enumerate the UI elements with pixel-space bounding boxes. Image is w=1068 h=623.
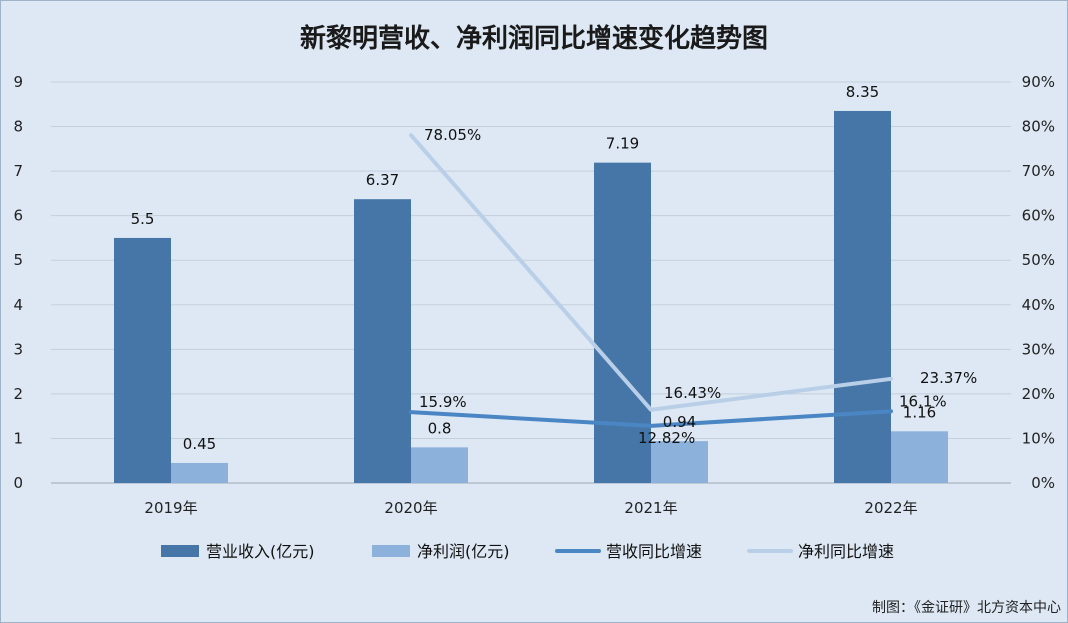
x-axis-ticks: 2019年 2020年 2021年 2022年 <box>144 499 917 517</box>
series-line <box>409 133 893 412</box>
data-labels: 5.5 6.37 7.19 8.35 0.45 0.8 0.94 1.16 15.9% 12.82… <box>131 83 978 453</box>
bar <box>411 447 468 483</box>
bar-data-label: 8.35 <box>846 83 879 101</box>
legend-label: 净利同比增速 <box>798 542 894 561</box>
x-tick-label: 2019年 <box>144 499 197 517</box>
y-right-tick-label: 0% <box>1031 474 1055 492</box>
line-data-label: 16.43% <box>664 384 721 402</box>
x-tick-label: 2022年 <box>864 499 917 517</box>
y-left-tick-label: 6 <box>13 207 23 225</box>
bar <box>354 199 411 484</box>
legend-label: 营业收入(亿元) <box>206 542 315 561</box>
y-right-tick-label: 40% <box>1022 296 1055 314</box>
y-right-tick-label: 50% <box>1022 251 1055 269</box>
y-right-tick-label: 20% <box>1022 385 1055 403</box>
line-data-label: 15.9% <box>419 393 467 411</box>
bar <box>651 441 708 483</box>
bar-data-label: 5.5 <box>131 210 155 228</box>
x-tick-label: 2021年 <box>624 499 677 517</box>
y-left-tick-label: 9 <box>13 73 23 91</box>
bar <box>834 110 891 483</box>
y-right-tick-label: 80% <box>1022 118 1055 136</box>
bar-data-label: 0.45 <box>183 435 216 453</box>
bar <box>171 462 228 483</box>
y-left-tick-label: 8 <box>13 118 23 136</box>
legend-swatch <box>161 545 199 557</box>
line-data-label: 23.37% <box>920 369 977 387</box>
x-tick-label: 2020年 <box>384 499 437 517</box>
legend-label: 净利润(亿元) <box>417 542 510 561</box>
gridlines <box>51 81 1011 484</box>
bar-data-label: 7.19 <box>606 135 639 153</box>
bar-data-label: 0.8 <box>428 419 452 437</box>
legend: 营业收入(亿元) 净利润(亿元) 营收同比增速 净利同比增速 <box>161 542 894 561</box>
series-line <box>409 409 893 428</box>
y-left-tick-label: 5 <box>13 251 23 269</box>
y-left-tick-label: 7 <box>13 162 23 180</box>
y-right-tick-label: 30% <box>1022 340 1055 358</box>
bar-data-label: 6.37 <box>366 171 399 189</box>
legend-label: 营收同比增速 <box>606 542 702 561</box>
left-axis-ticks: 0 1 2 3 4 5 6 7 8 9 <box>13 73 23 492</box>
line-data-label: 78.05% <box>424 126 481 144</box>
y-left-tick-label: 0 <box>13 474 23 492</box>
source-note: 制图：《金证研》北方资本中心 <box>872 600 1061 616</box>
bar <box>891 431 948 483</box>
y-right-tick-label: 70% <box>1022 162 1055 180</box>
y-right-tick-label: 90% <box>1022 73 1055 91</box>
bars <box>114 110 948 484</box>
legend-swatch <box>372 545 410 557</box>
y-right-tick-label: 10% <box>1022 429 1055 447</box>
lines <box>409 133 893 428</box>
right-axis-ticks: 0% 10% 20% 30% 40% 50% 60% 70% 80% 90% <box>1022 73 1055 492</box>
bar-data-label: 0.94 <box>663 413 696 431</box>
line-data-label: 12.82% <box>638 429 695 447</box>
y-left-tick-label: 4 <box>13 296 23 314</box>
bar <box>114 237 171 483</box>
bar <box>594 162 651 483</box>
y-right-tick-label: 60% <box>1022 207 1055 225</box>
chart-title: 新黎明营收、净利润同比增速变化趋势图 <box>300 23 768 54</box>
y-left-tick-label: 3 <box>13 340 23 358</box>
y-left-tick-label: 1 <box>13 429 23 447</box>
line-data-label: 16.1% <box>899 392 947 410</box>
y-left-tick-label: 2 <box>13 385 23 403</box>
bar-data-label: 1.16 <box>903 403 936 421</box>
